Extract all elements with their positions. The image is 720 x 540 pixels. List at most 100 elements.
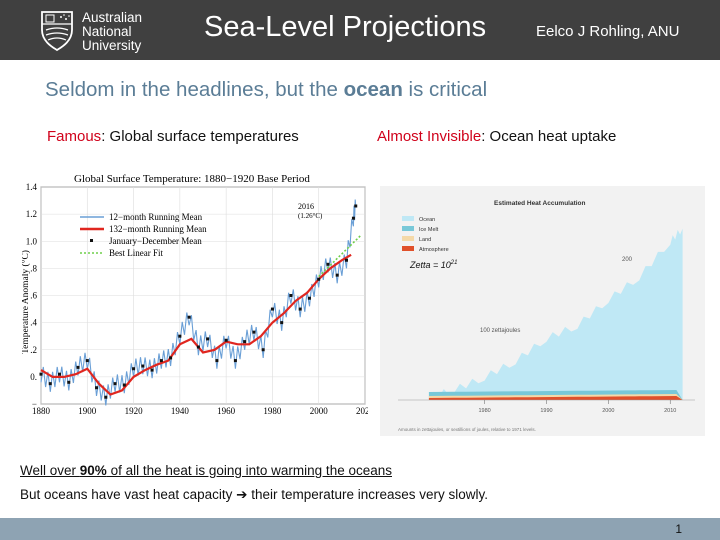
annual-mean-point bbox=[85, 359, 89, 363]
author-label: Eelco J Rohling, ANU bbox=[536, 23, 680, 40]
subtitle-bold: ocean bbox=[343, 78, 403, 101]
heat-x-tick-label: 2010 bbox=[664, 408, 676, 414]
annual-mean-point bbox=[224, 338, 228, 342]
annual-mean-point bbox=[206, 337, 210, 341]
annual-mean-point bbox=[280, 321, 284, 325]
annual-mean-point bbox=[270, 307, 274, 311]
right-caption-rest: : Ocean heat uptake bbox=[481, 128, 617, 145]
legend-land: Land bbox=[419, 237, 431, 243]
left-caption: Famous: Global surface temperatures bbox=[47, 128, 299, 145]
annual-mean-point bbox=[76, 365, 80, 369]
x-tick-label: 1900 bbox=[78, 406, 97, 416]
logo-line-2: National bbox=[82, 24, 132, 39]
legend-label-12mo: 12−month Running Mean bbox=[109, 212, 203, 222]
page-number: 1 bbox=[675, 522, 682, 536]
annual-mean-point bbox=[317, 277, 321, 281]
heat-x-tick-label: 2000 bbox=[602, 408, 614, 414]
annotation-value: (1.26°C) bbox=[298, 212, 323, 220]
x-tick-label: 2020 bbox=[356, 406, 368, 416]
annual-mean-point bbox=[150, 368, 154, 372]
chart-title: Global Surface Temperature: 1880−1920 Ba… bbox=[74, 173, 310, 185]
legend-swatch-ocean bbox=[402, 216, 414, 221]
annual-mean-point bbox=[344, 258, 348, 262]
label-100-zettajoules: 100 zettajoules bbox=[480, 328, 520, 334]
annual-mean-point bbox=[261, 348, 265, 352]
left-caption-red: Famous bbox=[47, 128, 102, 145]
atmosphere-area bbox=[428, 396, 683, 400]
heat-accumulation-chart: Estimated Heat Accumulation Ocean Ice Me… bbox=[380, 186, 705, 436]
right-caption-red: Almost Invisible bbox=[377, 128, 482, 145]
x-tick-label: 1940 bbox=[171, 406, 190, 416]
annual-mean-point bbox=[354, 204, 358, 208]
legend-ocean: Ocean bbox=[419, 217, 435, 223]
heat-x-tick-label: 1990 bbox=[540, 408, 552, 414]
x-tick-label: 1920 bbox=[125, 406, 144, 416]
y-tick-label: .6 bbox=[30, 291, 37, 301]
label-200: 200 bbox=[622, 257, 633, 263]
header-bar bbox=[0, 0, 720, 60]
right-caption: Almost Invisible: Ocean heat uptake bbox=[377, 128, 616, 145]
anu-wordmark: Australian National University bbox=[82, 11, 142, 53]
temperature-chart: Global Surface Temperature: 1880−1920 Ba… bbox=[22, 173, 368, 416]
annual-mean-point bbox=[187, 315, 191, 319]
y-tick-label: 1.2 bbox=[26, 209, 37, 219]
legend-label-fit: Best Linear Fit bbox=[109, 248, 163, 258]
right-arrow-icon: ➔ bbox=[236, 487, 248, 502]
annual-mean-point bbox=[351, 216, 355, 220]
bottom-line-2-text-a: But oceans have vast heat capacity bbox=[20, 487, 237, 502]
y-axis-label: Temperature Anomaly (°C) bbox=[22, 250, 31, 354]
annual-mean-point bbox=[39, 372, 43, 376]
annual-mean-point bbox=[178, 334, 182, 338]
annual-mean-point bbox=[307, 296, 311, 300]
subtitle-text-2: is critical bbox=[402, 78, 488, 101]
annual-mean-point bbox=[159, 359, 163, 363]
annual-mean-point bbox=[298, 307, 302, 311]
annual-mean-point bbox=[104, 395, 108, 399]
x-tick-label: 2000 bbox=[310, 406, 329, 416]
annual-mean-point bbox=[58, 372, 62, 376]
bottom-line-1-text-b: of all the heat is going into warming th… bbox=[106, 463, 392, 478]
y-tick-label: − bbox=[32, 399, 37, 409]
subtitle-text-1: Seldom in the headlines, but the bbox=[45, 78, 344, 101]
annual-mean-point bbox=[233, 359, 237, 363]
legend-ice: Ice Melt bbox=[419, 227, 439, 233]
legend-atmos: Atmosphere bbox=[419, 247, 449, 253]
y-tick-label: 0. bbox=[30, 372, 37, 382]
heat-footnote: Amounts in zettajoules, or sextillions o… bbox=[398, 427, 536, 432]
series-linear-fit-line bbox=[318, 235, 361, 278]
annual-mean-point bbox=[196, 345, 200, 349]
annual-mean-point bbox=[252, 330, 256, 334]
legend-label-132mo: 132−month Running Mean bbox=[109, 224, 207, 234]
left-caption-rest: : Global surface temperatures bbox=[101, 128, 299, 145]
x-tick-label: 1960 bbox=[217, 406, 236, 416]
y-tick-label: 1.0 bbox=[26, 236, 38, 246]
annual-mean-point bbox=[243, 340, 247, 344]
y-tick-label: .4 bbox=[30, 318, 37, 328]
ocean-area bbox=[428, 228, 683, 400]
logo-line-1: Australian bbox=[82, 10, 143, 25]
y-tick-label: 1.4 bbox=[26, 182, 38, 192]
legend-swatch-annual bbox=[90, 239, 93, 242]
annual-mean-point bbox=[132, 367, 136, 371]
annual-mean-point bbox=[289, 294, 293, 297]
bottom-line-1-bold: 90% bbox=[79, 463, 107, 478]
annual-mean-point bbox=[48, 382, 52, 386]
footer-bar bbox=[0, 518, 720, 540]
bottom-line-2-text-b: their temperature increases very slowly. bbox=[247, 487, 489, 502]
y-tick-label: .2 bbox=[30, 345, 37, 355]
annual-mean-point bbox=[169, 356, 173, 360]
y-tick-label: .8 bbox=[30, 263, 37, 273]
annual-mean-point bbox=[141, 364, 145, 368]
annual-mean-point bbox=[113, 382, 117, 386]
heat-chart-title: Estimated Heat Accumulation bbox=[494, 200, 586, 207]
annual-mean-point bbox=[326, 262, 330, 266]
legend-swatch-ice bbox=[402, 226, 414, 231]
legend-label-annual: January−December Mean bbox=[109, 236, 202, 246]
zetta-note: Zetta = 1021 bbox=[409, 260, 457, 270]
logo-line-3: University bbox=[82, 38, 142, 53]
annual-mean-point bbox=[95, 386, 99, 390]
heat-legend: Ocean Ice Melt Land Atmosphere bbox=[402, 216, 449, 253]
bottom-line-2: But oceans have vast heat capacity ➔ the… bbox=[20, 487, 488, 503]
slide-subtitle: Seldom in the headlines, but the ocean i… bbox=[45, 78, 487, 102]
annual-mean-point bbox=[215, 359, 219, 363]
